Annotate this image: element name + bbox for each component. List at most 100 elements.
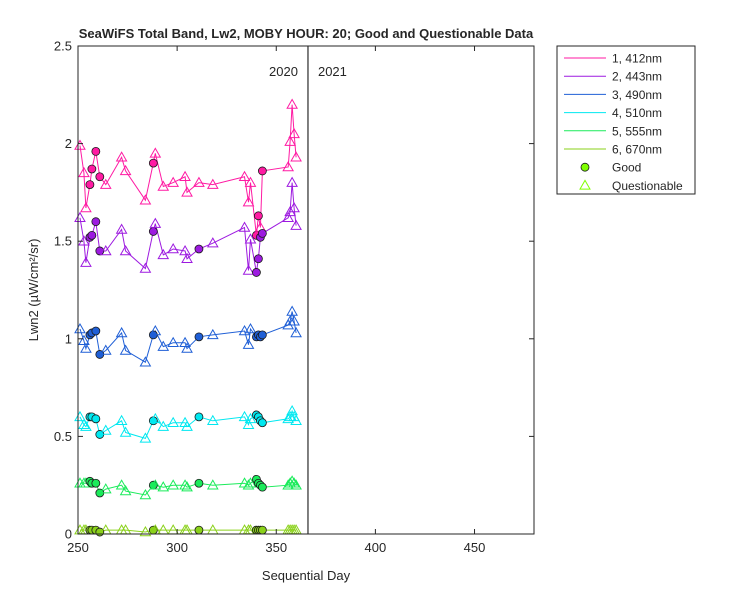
- questionable-point: [244, 477, 257, 488]
- questionable-point: [167, 416, 180, 427]
- good-point: [194, 525, 204, 535]
- questionable-point: [115, 326, 128, 338]
- questionable-point: [80, 202, 92, 213]
- questionable-point: [290, 326, 302, 338]
- questionable-point: [99, 178, 112, 189]
- y-tick-label: 1.5: [54, 234, 72, 249]
- plot-area: [78, 46, 534, 534]
- questionable-point: [149, 324, 162, 336]
- x-axis: 250 300 350 400 450: [67, 46, 485, 555]
- questionable-point: [242, 264, 255, 275]
- questionable-point: [290, 414, 302, 426]
- questionable-point: [288, 315, 300, 326]
- questionable-point: [119, 164, 132, 176]
- series-2: [74, 176, 302, 277]
- good-point: [91, 414, 101, 424]
- x-tick-label: 300: [166, 540, 188, 555]
- y-tick-label: 2.5: [54, 39, 72, 54]
- questionable-point: [139, 194, 152, 205]
- questionable-point: [115, 223, 128, 234]
- legend: 1, 412nm 2, 443nm 3, 490nm 4, 510nm 5, 555nm…: [556, 45, 696, 195]
- y-tick-label: 0: [65, 527, 72, 542]
- chart-title: SeaWiFS Total Band, Lw2, MOBY HOUR: 20; …: [79, 26, 534, 41]
- x-axis-label: Sequential Day: [262, 568, 351, 583]
- good-point: [95, 172, 105, 182]
- questionable-point: [244, 176, 257, 187]
- good-point: [91, 478, 101, 488]
- questionable-point: [242, 479, 255, 490]
- questionable-point: [181, 420, 193, 431]
- questionable-point: [157, 420, 170, 431]
- legend-label: 3, 490nm: [612, 88, 662, 102]
- good-point: [148, 158, 158, 168]
- good-point: [194, 478, 204, 488]
- questionable-point: [286, 305, 298, 316]
- questionable-point: [244, 233, 257, 244]
- legend-label: 6, 670nm: [612, 143, 662, 157]
- questionable-point: [139, 526, 152, 537]
- series-5: [74, 474, 302, 500]
- good-point: [254, 254, 263, 264]
- series-1: [74, 98, 302, 240]
- legend-label: 5, 555nm: [612, 124, 662, 138]
- good-point: [194, 332, 204, 342]
- questionable-point: [290, 479, 302, 490]
- questionable-point: [179, 170, 191, 182]
- good-point: [91, 217, 101, 227]
- plot-frame: [77, 45, 535, 535]
- legend-questionable-label: Questionable: [612, 179, 683, 193]
- legend-good-marker: [580, 162, 590, 172]
- questionable-point: [290, 219, 302, 230]
- legend-items: 1, 412nm 2, 443nm 3, 490nm 4, 510nm 5, 555nm…: [564, 52, 683, 193]
- questionable-point: [206, 178, 219, 189]
- good-point: [85, 180, 95, 189]
- questionable-point: [74, 323, 86, 334]
- legend-box: [556, 45, 696, 195]
- questionable-point: [167, 479, 180, 490]
- questionable-point: [238, 410, 251, 422]
- questionable-point: [157, 340, 170, 351]
- questionable-point: [244, 323, 257, 334]
- questionable-point: [149, 147, 162, 158]
- questionable-point: [288, 477, 300, 488]
- questionable-point: [167, 243, 180, 254]
- questionable-point: [242, 418, 255, 429]
- good-point: [254, 211, 263, 221]
- y-tick-label: 1: [65, 331, 72, 346]
- good-point: [252, 268, 261, 277]
- good-point: [257, 482, 267, 492]
- questionable-point: [74, 139, 86, 150]
- good-point: [257, 525, 267, 535]
- x-tick-label: 350: [265, 540, 287, 555]
- questionable-point: [179, 244, 191, 256]
- questionable-point: [149, 412, 162, 424]
- legend-label: 1, 412nm: [612, 52, 662, 66]
- good-point: [91, 147, 101, 156]
- questionable-point: [288, 202, 300, 213]
- questionable-point: [119, 344, 132, 355]
- questionable-point: [286, 98, 298, 109]
- year-label-left: 2020: [269, 64, 298, 79]
- questionable-point: [115, 414, 128, 426]
- questionable-point: [115, 479, 128, 490]
- questionable-point: [206, 237, 219, 248]
- good-point: [95, 527, 105, 537]
- y-axis: 0 0.5 1 1.5 2 2.5: [54, 39, 534, 542]
- questionable-point: [288, 127, 300, 139]
- x-tick-label: 450: [464, 540, 486, 555]
- x-tick-label: 400: [365, 540, 387, 555]
- questionable-point: [181, 186, 193, 197]
- questionable-point: [290, 151, 302, 162]
- questionable-point: [74, 410, 86, 422]
- questionable-point: [149, 479, 162, 490]
- questionable-point: [238, 221, 251, 232]
- questionable-point: [282, 211, 295, 223]
- questionable-point: [139, 262, 152, 273]
- questionable-point: [181, 252, 193, 264]
- questionable-point: [157, 248, 170, 260]
- year-label-right: 2021: [318, 64, 347, 79]
- x-tick-label: 250: [67, 540, 89, 555]
- questionable-point: [139, 356, 152, 367]
- y-axis-label: Lwn2 (µW/cm²/sr): [26, 239, 41, 342]
